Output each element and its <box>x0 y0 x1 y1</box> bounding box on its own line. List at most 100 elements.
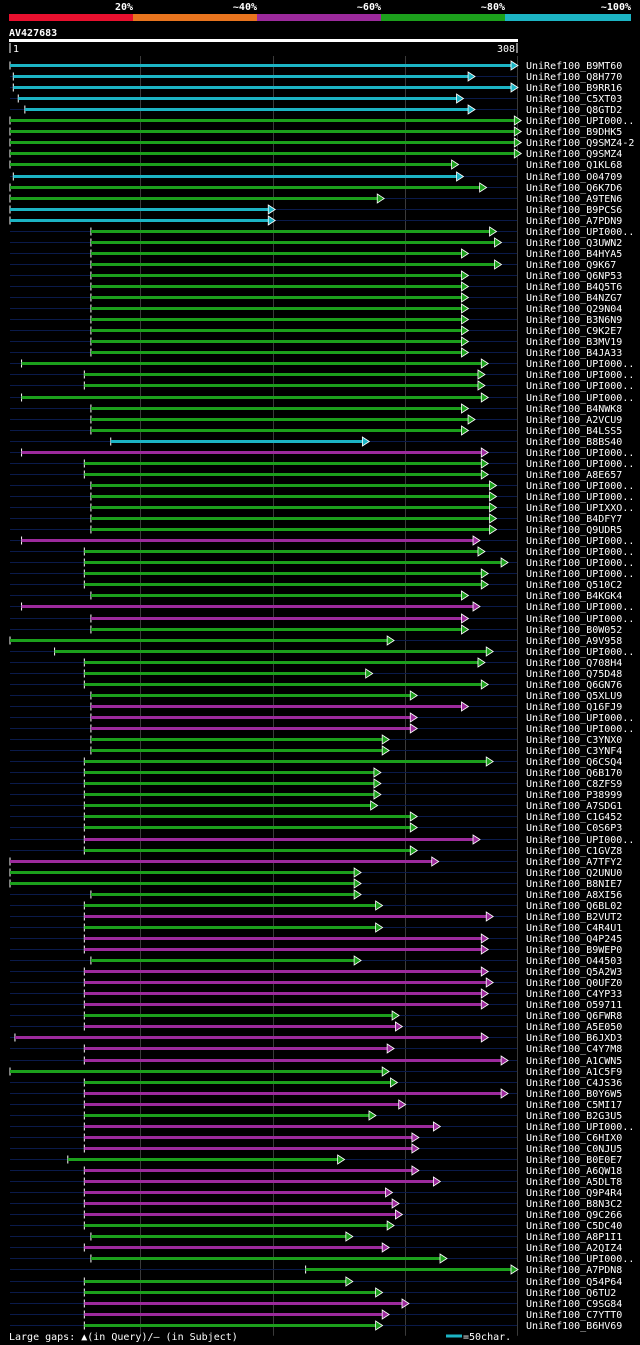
hit-row[interactable]: UniRef100_Q54P64 <box>10 1276 622 1288</box>
hit-row[interactable]: UniRef100_B8BS40 <box>10 436 622 448</box>
hit-row[interactable]: UniRef100_C7YTT0 <box>10 1309 622 1321</box>
hit-label[interactable]: UniRef100_O59711 <box>526 1000 622 1011</box>
hit-row[interactable]: UniRef100_Q5A2W3 <box>10 966 622 978</box>
hit-row[interactable]: UniRef100_Q4P245 <box>10 933 622 945</box>
hit-label[interactable]: UniRef100_A2QIZ4 <box>526 1243 622 1254</box>
hit-label[interactable]: UniRef100_A1CWN5 <box>526 1056 622 1067</box>
hit-label[interactable]: UniRef100_A7TFY2 <box>526 857 622 868</box>
hit-row[interactable]: UniRef100_A7SDG1 <box>10 800 622 812</box>
hit-row[interactable]: UniRef100_Q510C2 <box>10 579 622 591</box>
hit-row[interactable]: UniRef100_Q6GN76 <box>10 679 622 691</box>
hit-row[interactable]: UniRef100_C4JS36 <box>10 1077 622 1089</box>
hit-row[interactable]: UniRef100_Q75D48 <box>10 668 622 680</box>
hit-label[interactable]: UniRef100_C5DC40 <box>526 1221 622 1232</box>
hit-label[interactable]: UniRef100_Q2UNU0 <box>526 868 622 879</box>
hit-label[interactable]: UniRef100_C1GVZ8 <box>526 846 622 857</box>
hit-label[interactable]: UniRef100_UPI000.. <box>526 393 634 404</box>
hit-row[interactable]: UniRef100_UPI000.. <box>10 1253 634 1265</box>
hit-label[interactable]: UniRef100_Q6FWR8 <box>526 1011 622 1022</box>
hit-label[interactable]: UniRef100_B9RR16 <box>526 83 622 94</box>
hit-label[interactable]: UniRef100_UPI000.. <box>526 536 634 547</box>
hit-row[interactable]: UniRef100_O59711 <box>10 999 622 1011</box>
hit-label[interactable]: UniRef100_A7PDN8 <box>526 1265 622 1276</box>
hit-row[interactable]: UniRef100_B8N3C2 <box>10 1198 622 1210</box>
hit-label[interactable]: UniRef100_UPI000.. <box>526 448 634 459</box>
hit-label[interactable]: UniRef100_Q9UDR5 <box>526 525 622 536</box>
hit-row[interactable]: UniRef100_Q3UWN2 <box>10 237 622 249</box>
hit-label[interactable]: UniRef100_A9V958 <box>526 636 622 647</box>
hit-row[interactable]: UniRef100_UPI000.. <box>10 458 634 470</box>
hit-label[interactable]: UniRef100_Q6K7D6 <box>526 183 622 194</box>
hit-label[interactable]: UniRef100_Q5XLU9 <box>526 691 622 702</box>
hit-label[interactable]: UniRef100_Q510C2 <box>526 580 622 591</box>
hit-label[interactable]: UniRef100_A8E657 <box>526 470 622 481</box>
hit-label[interactable]: UniRef100_UPI000.. <box>526 459 634 470</box>
hit-label[interactable]: UniRef100_B0E0E7 <box>526 1155 622 1166</box>
hit-row[interactable]: UniRef100_A7PDN8 <box>10 1264 622 1276</box>
hit-label[interactable]: UniRef100_B6JXD3 <box>526 1033 622 1044</box>
hit-label[interactable]: UniRef100_A5E050 <box>526 1022 622 1033</box>
hit-label[interactable]: UniRef100_Q6GN76 <box>526 680 622 691</box>
hit-row[interactable]: UniRef100_C4R4U1 <box>10 922 622 934</box>
hit-label[interactable]: UniRef100_A8XI56 <box>526 890 622 901</box>
hit-row[interactable]: UniRef100_Q5XLU9 <box>10 690 622 702</box>
hit-row[interactable]: UniRef100_B4NZG7 <box>10 292 622 304</box>
hit-label[interactable]: UniRef100_O44503 <box>526 956 622 967</box>
hit-row[interactable]: UniRef100_Q6TU2 <box>10 1287 616 1299</box>
hit-row[interactable]: UniRef100_B4KGK4 <box>10 590 622 602</box>
hit-row[interactable]: UniRef100_Q6BL02 <box>10 900 622 912</box>
hit-row[interactable]: UniRef100_UPI000.. <box>10 447 634 459</box>
hit-row[interactable]: UniRef100_B4JA33 <box>10 347 622 359</box>
hit-label[interactable]: UniRef100_C0NJU5 <box>526 1144 622 1155</box>
hit-row[interactable]: UniRef100_Q16FJ9 <box>10 701 622 713</box>
hit-row[interactable]: UniRef100_Q6CSQ4 <box>10 756 622 768</box>
hit-label[interactable]: UniRef100_Q9P4R4 <box>526 1188 622 1199</box>
hit-label[interactable]: UniRef100_Q6B170 <box>526 768 622 779</box>
hit-label[interactable]: UniRef100_Q9SMZ4-2 <box>526 138 634 149</box>
hit-row[interactable]: UniRef100_B3N6N9 <box>10 314 622 326</box>
hit-label[interactable]: UniRef100_A9TEN6 <box>526 194 622 205</box>
hit-label[interactable]: UniRef100_Q6BL02 <box>526 901 622 912</box>
hit-row[interactable]: UniRef100_B6HV69 <box>10 1320 622 1332</box>
hit-label[interactable]: UniRef100_C5MI17 <box>526 1100 622 1111</box>
hit-row[interactable]: UniRef100_C0NJU5 <box>10 1143 622 1155</box>
hit-label[interactable]: UniRef100_C4JS36 <box>526 1078 622 1089</box>
hit-row[interactable]: UniRef100_A8E657 <box>10 469 622 481</box>
hit-row[interactable]: UniRef100_UPI000.. <box>10 535 634 547</box>
hit-label[interactable]: UniRef100_B3N6N9 <box>526 315 622 326</box>
hit-label[interactable]: UniRef100_B9DHK5 <box>526 127 622 138</box>
hit-label[interactable]: UniRef100_C3YNX0 <box>526 735 622 746</box>
hit-row[interactable]: UniRef100_C6HIX0 <box>10 1132 622 1144</box>
hit-row[interactable]: UniRef100_B9RR16 <box>10 82 622 94</box>
hit-label[interactable]: UniRef100_B9WEP0 <box>526 945 622 956</box>
hit-label[interactable]: UniRef100_A2VCU9 <box>526 415 622 426</box>
hit-label[interactable]: UniRef100_Q8GTD2 <box>526 105 622 116</box>
hit-row[interactable]: UniRef100_A5E050 <box>10 1021 622 1033</box>
hit-row[interactable]: UniRef100_C8ZFS9 <box>10 778 622 790</box>
hit-label[interactable]: UniRef100_A1C5F9 <box>526 1067 622 1078</box>
hit-row[interactable]: UniRef100_UPIXXO.. <box>10 502 634 514</box>
hit-row[interactable]: UniRef100_B8NIE7 <box>9 878 622 890</box>
hit-row[interactable]: UniRef100_UPI000.. <box>10 380 634 392</box>
hit-label[interactable]: UniRef100_UPI000.. <box>526 370 634 381</box>
hit-label[interactable]: UniRef100_Q1KL68 <box>526 160 622 171</box>
hit-row[interactable]: UniRef100_C9K2E7 <box>10 325 622 337</box>
hit-row[interactable]: UniRef100_Q708H4 <box>10 657 622 669</box>
hit-label[interactable]: UniRef100_UPI000.. <box>526 647 634 658</box>
hit-row[interactable]: UniRef100_Q6FWR8 <box>10 1010 622 1022</box>
hit-label[interactable]: UniRef100_B4NZG7 <box>526 293 622 304</box>
hit-label[interactable]: UniRef100_B9MT60 <box>526 61 622 72</box>
hit-label[interactable]: UniRef100_C4YP33 <box>526 989 622 1000</box>
hit-label[interactable]: UniRef100_Q708H4 <box>526 658 622 669</box>
hit-label[interactable]: UniRef100_Q8H770 <box>526 72 622 83</box>
hit-row[interactable]: UniRef100_A7TFY2 <box>9 856 622 868</box>
hit-row[interactable]: UniRef100_Q8H770 <box>10 71 622 83</box>
hit-label[interactable]: UniRef100_O04709 <box>526 172 622 183</box>
hit-label[interactable]: UniRef100_Q6NP53 <box>526 271 622 282</box>
hit-row[interactable]: UniRef100_B4DFY7 <box>10 513 622 525</box>
hit-row[interactable]: UniRef100_C1GVZ8 <box>10 845 622 857</box>
hit-row[interactable]: UniRef100_B2VUT2 <box>10 911 622 923</box>
hit-label[interactable]: UniRef100_C9SG84 <box>526 1299 622 1310</box>
hit-label[interactable]: UniRef100_B3MV19 <box>526 337 622 348</box>
hit-row[interactable]: UniRef100_O04709 <box>10 171 622 183</box>
